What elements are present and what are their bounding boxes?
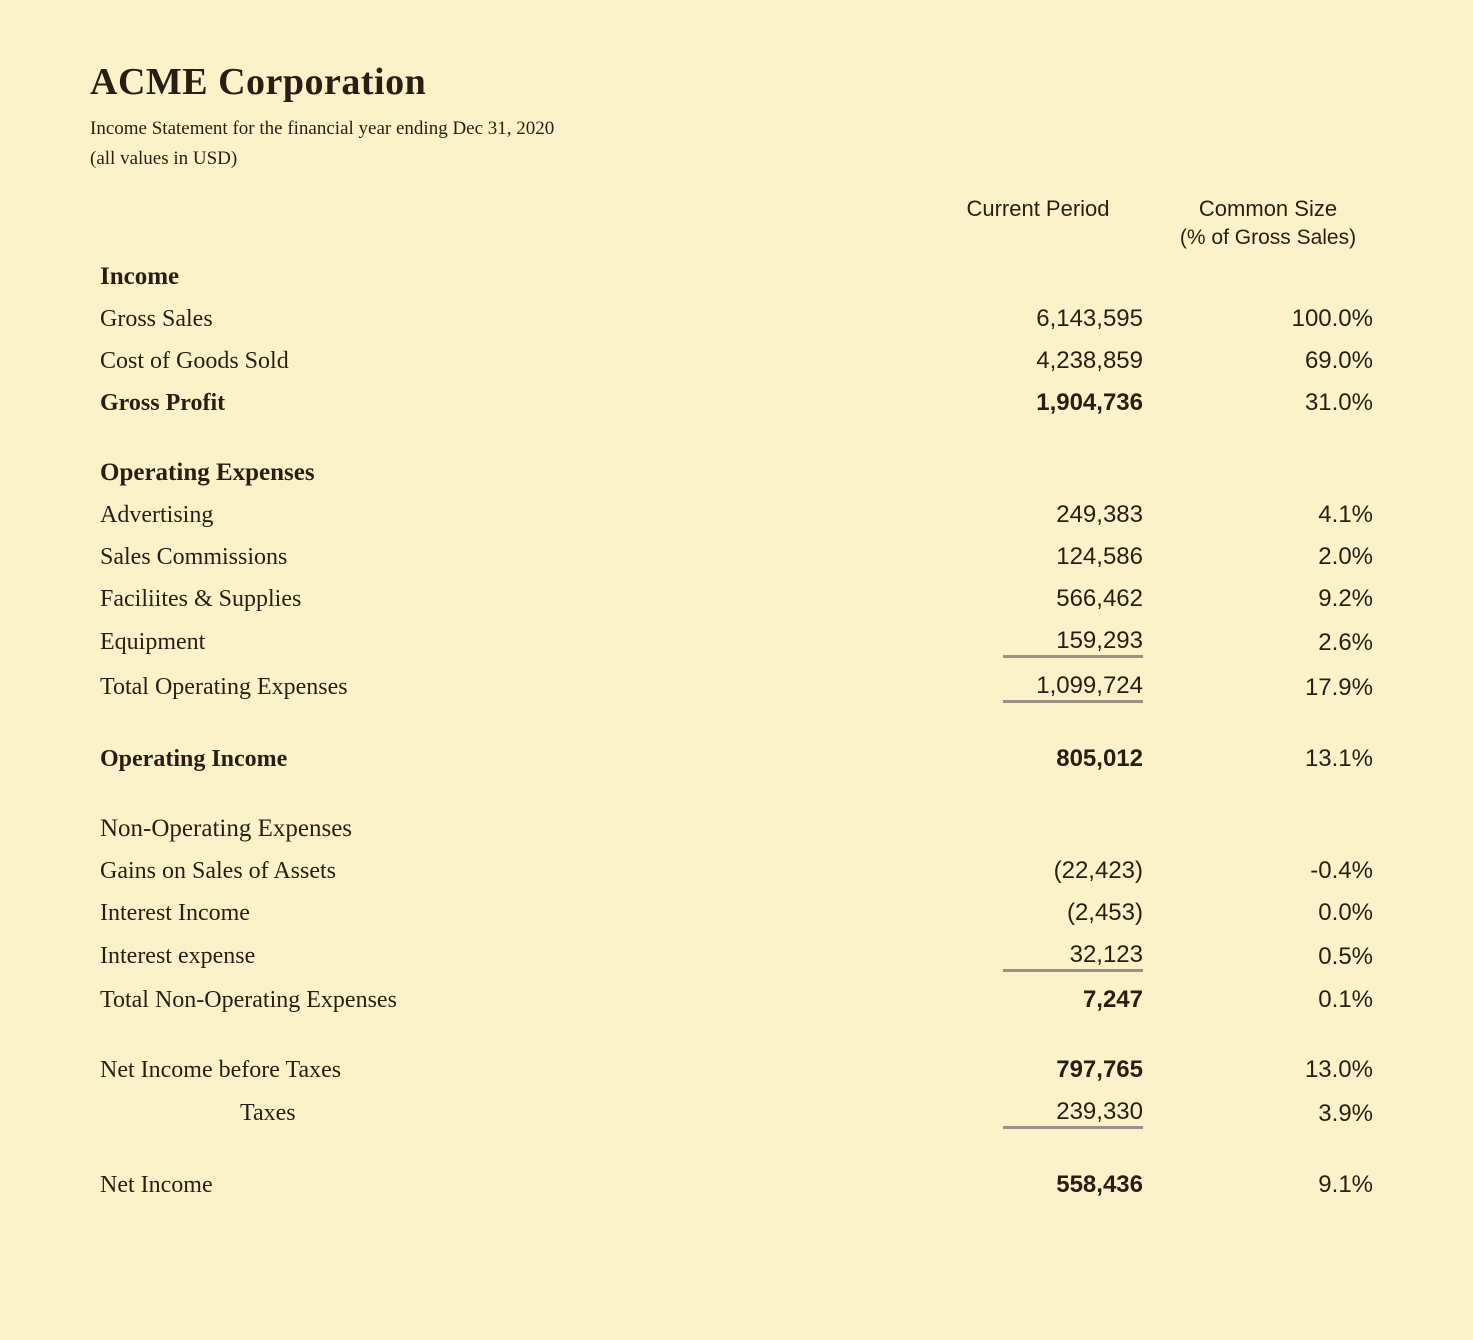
table-row: Total Operating Expenses 1,099,724 17.9% <box>90 665 1383 710</box>
table-row: Net Income before Taxes 797,765 13.0% <box>90 1049 1383 1091</box>
column-header-common-size-main: Common Size <box>1199 196 1337 221</box>
row-amount: 239,330 <box>1003 1098 1143 1129</box>
table-row: Gross Sales 6,143,595 100.0% <box>90 298 1383 340</box>
column-header-common-size-sub: (% of Gross Sales) <box>1163 226 1373 250</box>
row-percent: 69.0% <box>1153 340 1383 382</box>
row-label-gross-sales: Gross Sales <box>90 298 923 340</box>
row-label-interest-expense: Interest expense <box>90 934 923 979</box>
section-heading-non-operating-expenses: Non-Operating Expenses <box>90 808 1383 850</box>
table-row: Faciliites & Supplies 566,462 9.2% <box>90 578 1383 620</box>
income-statement-table: Current Period Common Size (% of Gross S… <box>90 190 1383 1206</box>
row-label-equipment: Equipment <box>90 620 923 665</box>
row-label-net-before-taxes: Net Income before Taxes <box>90 1049 923 1091</box>
row-percent: 2.0% <box>1153 536 1383 578</box>
column-header-common-size: Common Size (% of Gross Sales) <box>1153 190 1383 256</box>
row-amount: 7,247 <box>1003 986 1143 1014</box>
table-row: Advertising 249,383 4.1% <box>90 494 1383 536</box>
table-row: Interest Income (2,453) 0.0% <box>90 892 1383 934</box>
row-percent: 0.5% <box>1153 934 1383 979</box>
row-amount: 797,765 <box>1003 1056 1143 1084</box>
table-row: Total Non-Operating Expenses 7,247 0.1% <box>90 979 1383 1021</box>
table-row: Taxes 239,330 3.9% <box>90 1091 1383 1136</box>
row-amount: 6,143,595 <box>1003 305 1143 333</box>
table-row: Gross Profit 1,904,736 31.0% <box>90 382 1383 424</box>
row-amount: (22,423) <box>1003 857 1143 885</box>
row-percent: 2.6% <box>1153 620 1383 665</box>
row-label-taxes: Taxes <box>90 1091 923 1136</box>
table-row: Operating Income 805,012 13.1% <box>90 738 1383 780</box>
table-row: Net Income 558,436 9.1% <box>90 1164 1383 1206</box>
row-amount: 4,238,859 <box>1003 347 1143 375</box>
row-label-facilities-supplies: Faciliites & Supplies <box>90 578 923 620</box>
row-amount: 249,383 <box>1003 501 1143 529</box>
row-percent: 4.1% <box>1153 494 1383 536</box>
row-amount: 805,012 <box>1003 745 1143 773</box>
row-percent: 3.9% <box>1153 1091 1383 1136</box>
row-amount: 1,099,724 <box>1003 672 1143 703</box>
table-row: Equipment 159,293 2.6% <box>90 620 1383 665</box>
row-percent: 31.0% <box>1153 382 1383 424</box>
row-label-cogs: Cost of Goods Sold <box>90 340 923 382</box>
row-amount: 566,462 <box>1003 585 1143 613</box>
table-row: Cost of Goods Sold 4,238,859 69.0% <box>90 340 1383 382</box>
row-percent: 0.1% <box>1153 979 1383 1021</box>
row-percent: 17.9% <box>1153 665 1383 710</box>
row-amount: 558,436 <box>1003 1171 1143 1199</box>
row-label-total-opex: Total Operating Expenses <box>90 665 923 710</box>
section-heading-income: Income <box>90 256 1383 298</box>
section-heading-operating-expenses: Operating Expenses <box>90 452 1383 494</box>
row-label-operating-income: Operating Income <box>90 738 923 780</box>
table-row: Sales Commissions 124,586 2.0% <box>90 536 1383 578</box>
row-label-interest-income: Interest Income <box>90 892 923 934</box>
row-label-advertising: Advertising <box>90 494 923 536</box>
row-amount: 124,586 <box>1003 543 1143 571</box>
row-label-total-nonop: Total Non-Operating Expenses <box>90 979 923 1021</box>
row-label-gross-profit: Gross Profit <box>90 382 923 424</box>
row-label-sales-commissions: Sales Commissions <box>90 536 923 578</box>
row-label-gains-on-sales: Gains on Sales of Assets <box>90 850 923 892</box>
row-percent: 0.0% <box>1153 892 1383 934</box>
row-amount: 159,293 <box>1003 627 1143 658</box>
row-label-net-income: Net Income <box>90 1164 923 1206</box>
row-percent: -0.4% <box>1153 850 1383 892</box>
row-percent: 13.0% <box>1153 1049 1383 1091</box>
statement-subtitle: Income Statement for the financial year … <box>90 118 1383 140</box>
row-percent: 9.1% <box>1153 1164 1383 1206</box>
row-percent: 13.1% <box>1153 738 1383 780</box>
row-percent: 100.0% <box>1153 298 1383 340</box>
statement-subtitle2: (all values in USD) <box>90 148 1383 170</box>
table-row: Gains on Sales of Assets (22,423) -0.4% <box>90 850 1383 892</box>
company-title: ACME Corporation <box>90 60 1383 104</box>
row-amount: (2,453) <box>1003 899 1143 927</box>
column-header-current-period: Current Period <box>923 190 1153 256</box>
table-row: Interest expense 32,123 0.5% <box>90 934 1383 979</box>
row-amount: 32,123 <box>1003 941 1143 972</box>
row-amount: 1,904,736 <box>1003 389 1143 417</box>
row-percent: 9.2% <box>1153 578 1383 620</box>
